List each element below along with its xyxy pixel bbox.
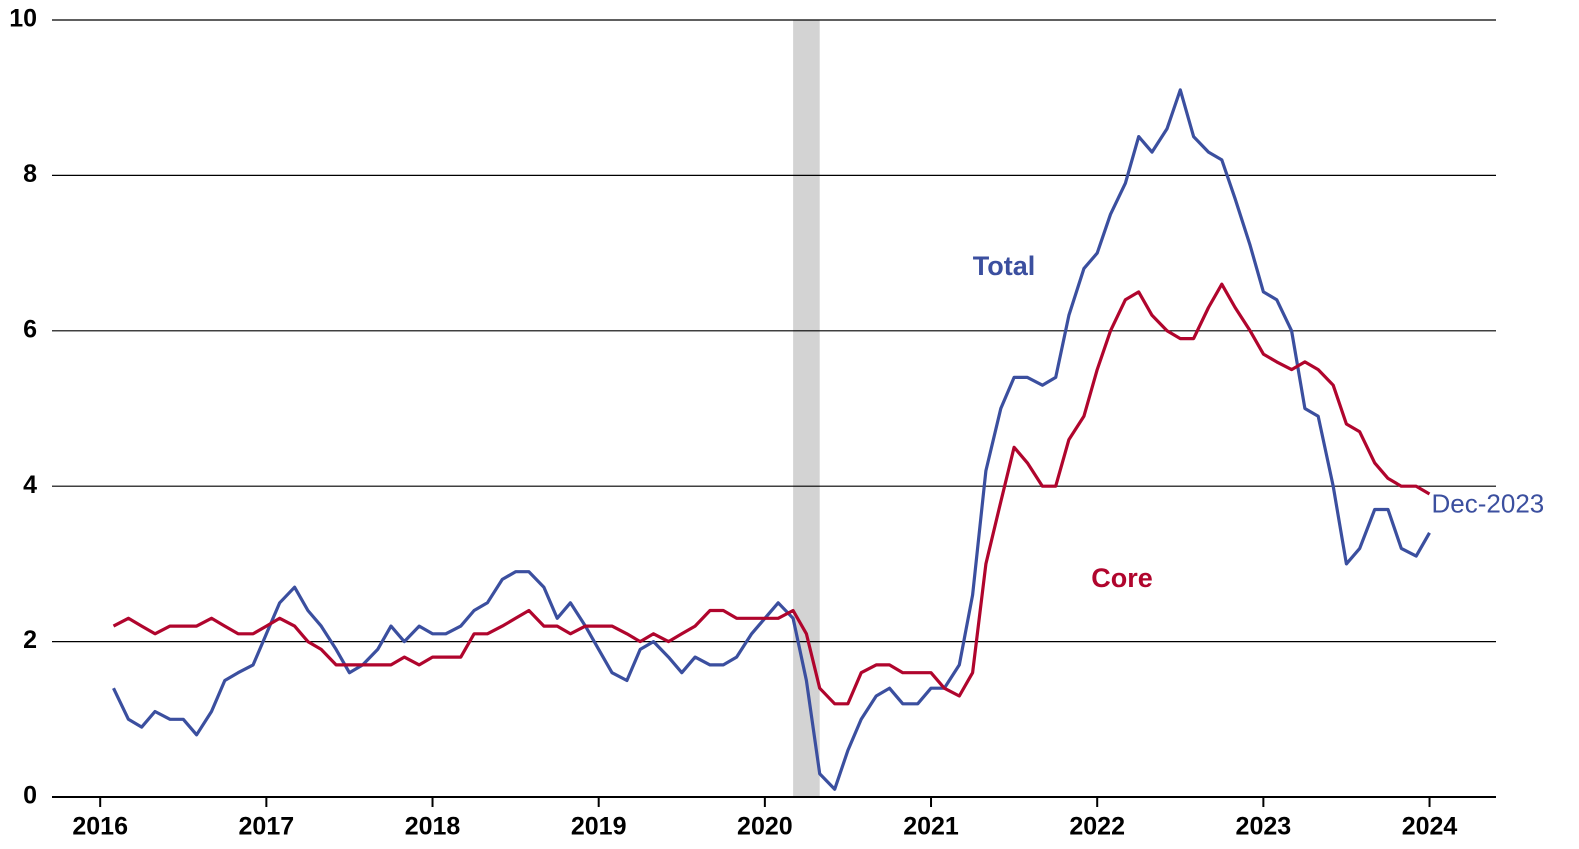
series-label: Total bbox=[973, 251, 1036, 281]
y-tick-label: 10 bbox=[9, 5, 37, 33]
x-tick-label: 2024 bbox=[1402, 813, 1458, 841]
y-tick-label: 6 bbox=[23, 315, 37, 343]
x-tick-label: 2020 bbox=[737, 813, 793, 841]
y-tick-label: 2 bbox=[23, 626, 37, 654]
x-tick-label: 2019 bbox=[571, 813, 627, 841]
x-tick-label: 2017 bbox=[239, 813, 295, 841]
annotation: Dec-2023 bbox=[1432, 489, 1545, 519]
series-line bbox=[112, 282, 1431, 706]
x-tick-label: 2016 bbox=[72, 813, 128, 841]
y-tick-label: 4 bbox=[23, 471, 37, 499]
y-tick-label: 8 bbox=[23, 160, 37, 188]
y-tick-label: 0 bbox=[23, 782, 37, 810]
x-tick-label: 2021 bbox=[903, 813, 959, 841]
x-tick-label: 2022 bbox=[1069, 813, 1125, 841]
series-label: Core bbox=[1091, 563, 1153, 593]
series-line bbox=[112, 88, 1431, 791]
x-tick-label: 2023 bbox=[1236, 813, 1292, 841]
x-tick-label: 2018 bbox=[405, 813, 461, 841]
